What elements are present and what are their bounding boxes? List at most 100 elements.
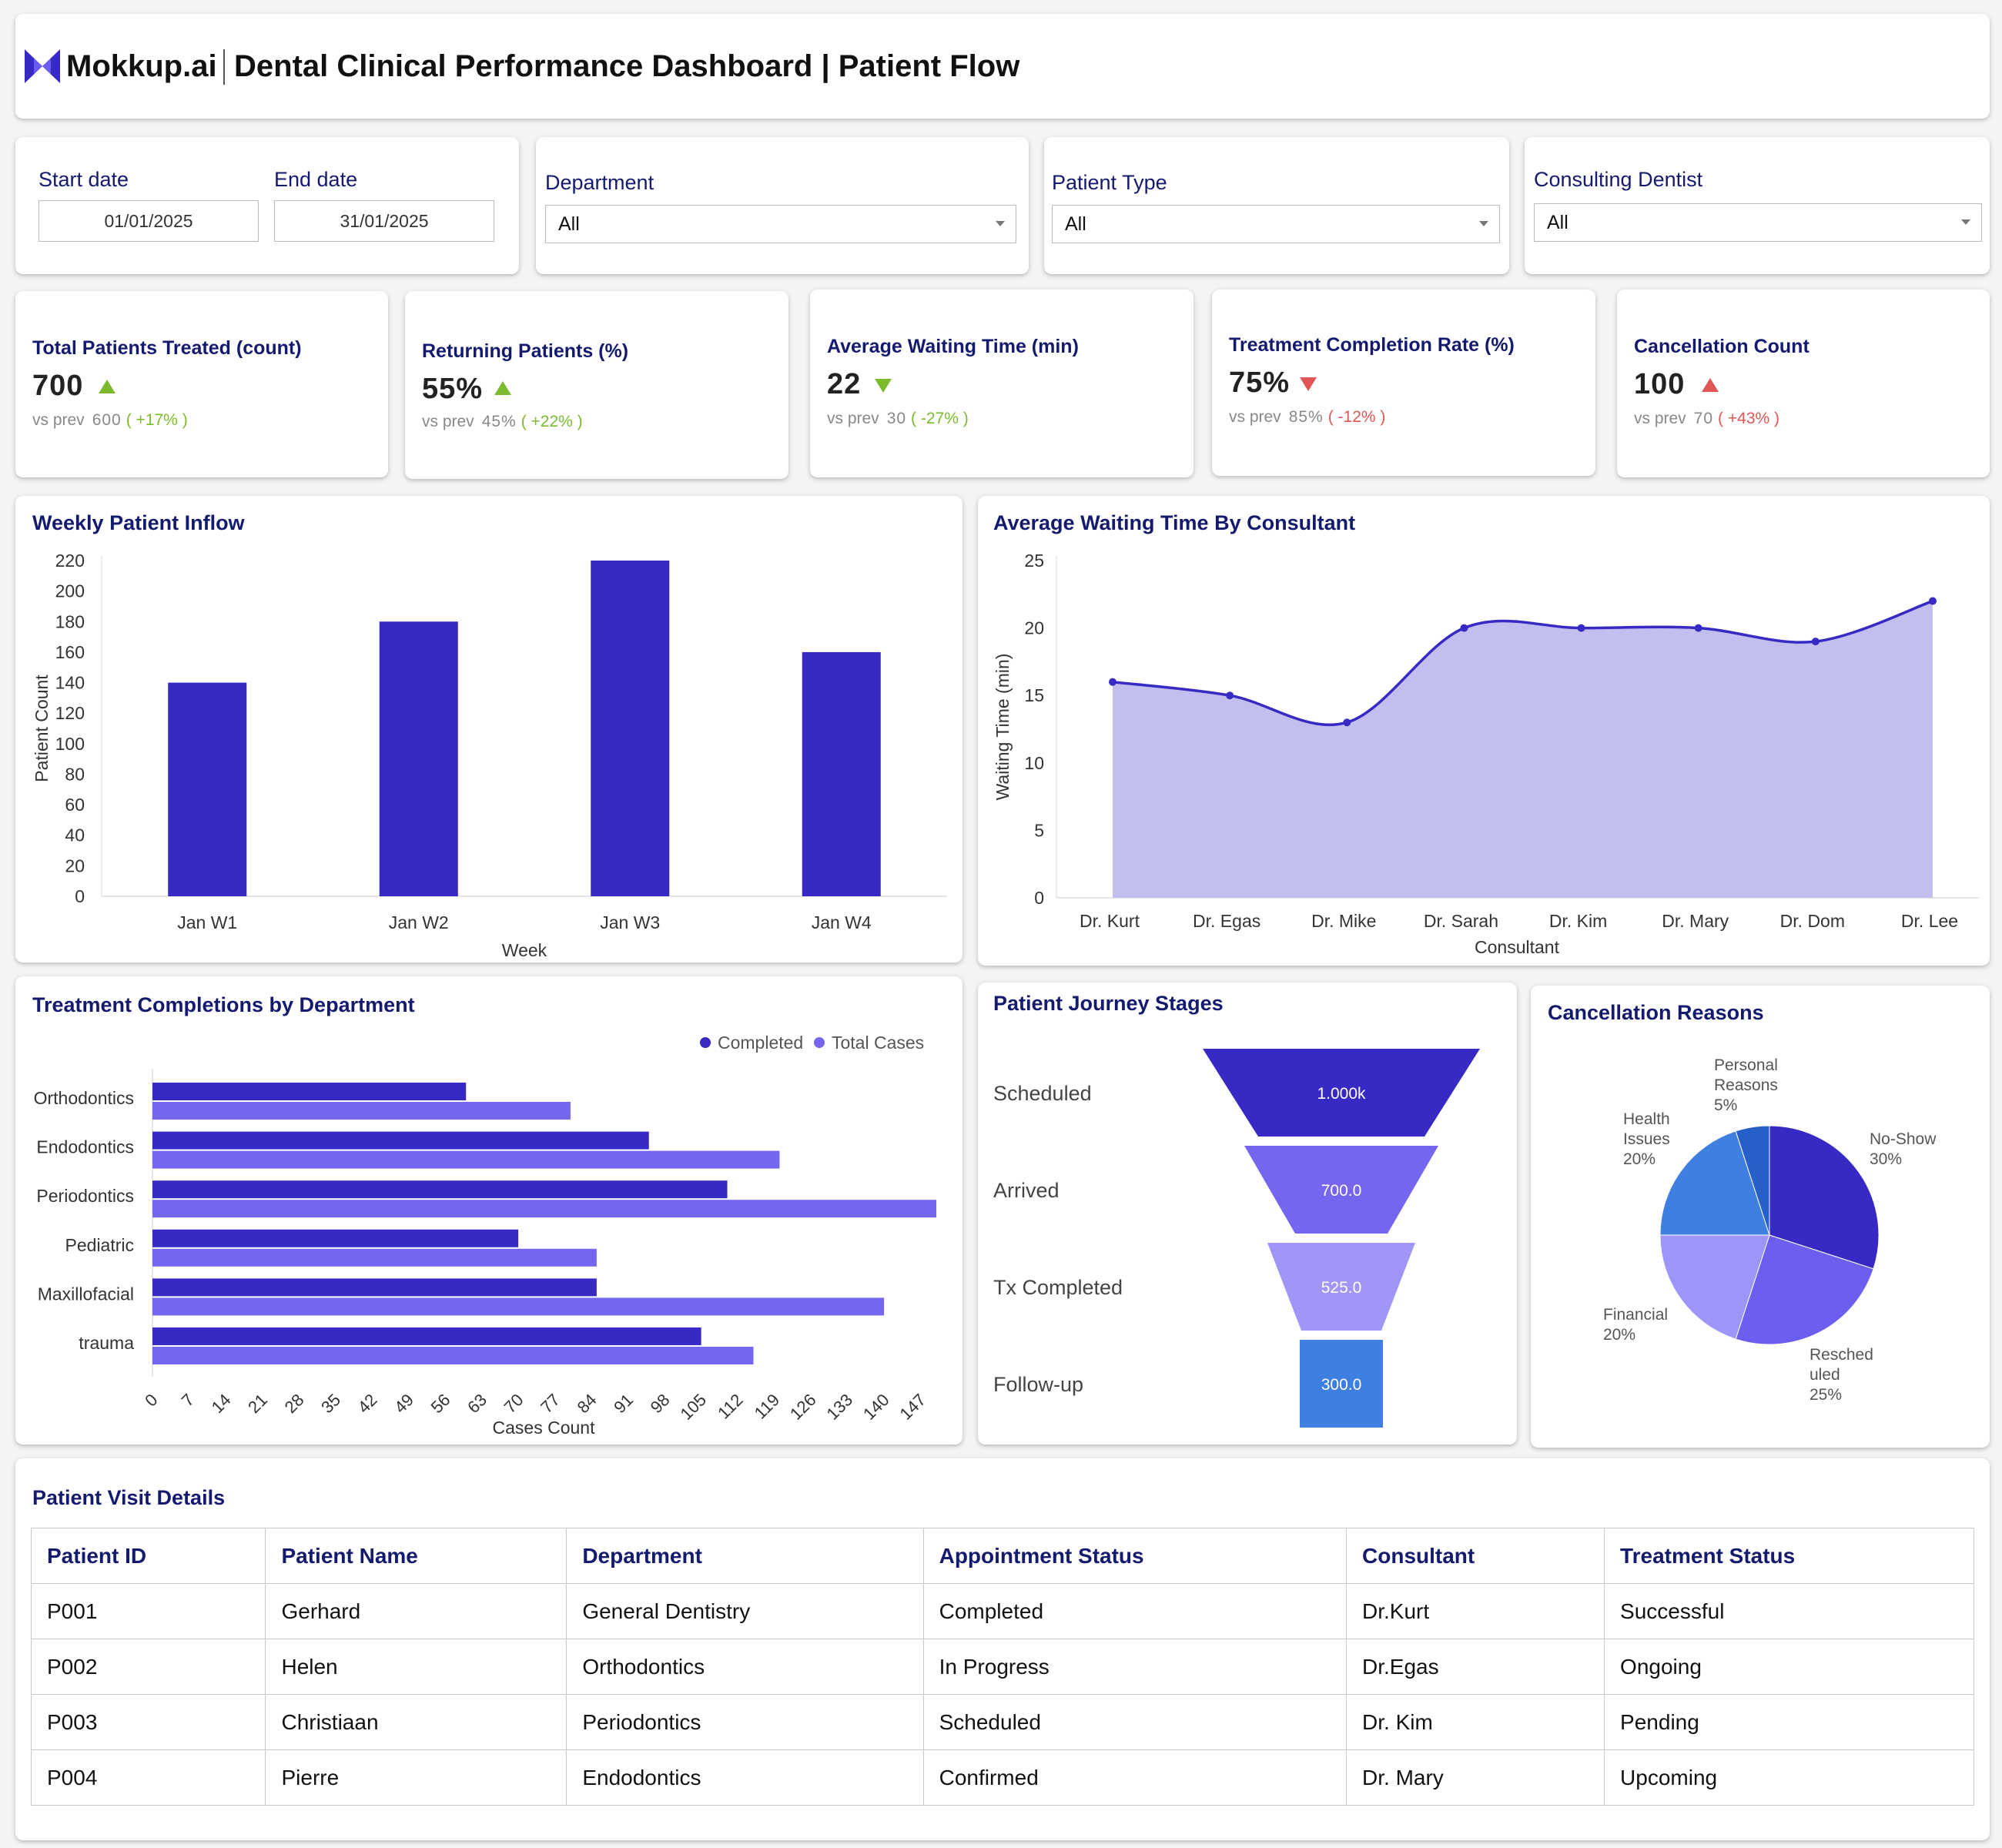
column-header[interactable]: Patient ID xyxy=(30,1528,266,1584)
waiting-time-chart: 0 5 10 15 20 25 Dr. Kurt Dr. Egas Dr. Mike Dr. Sa… xyxy=(993,551,1979,957)
y-tick-label: 0 xyxy=(1034,888,1044,908)
bar-completed xyxy=(152,1327,701,1345)
logo-text: Mokkup.ai xyxy=(66,49,217,83)
chevron-down-icon xyxy=(1479,221,1488,226)
bar-total xyxy=(152,1297,885,1316)
end-date-input[interactable]: 31/01/2025 xyxy=(274,200,494,242)
patient-type-select[interactable]: All xyxy=(1052,205,1500,243)
trend-up-icon xyxy=(1702,378,1719,392)
column-header[interactable]: Treatment Status xyxy=(1604,1528,1974,1584)
weekly-inflow-chart: 0 20 40 60 80 100 120 140 160 180 200 220 Jan W1 Jan … xyxy=(32,551,947,960)
pie-label-personal-reasons: 5% xyxy=(1714,1096,1737,1114)
patient-visit-table: Patient ID Patient Name Department Appoi… xyxy=(30,1528,1974,1806)
table-cell: Orthodontics xyxy=(566,1639,924,1695)
cancellation-reasons-pie: No-Show 30% Resched uled 25% Financial 20% Heal… xyxy=(1603,1056,1937,1404)
kpi-label: Average Waiting Time (min) xyxy=(827,336,1079,357)
kpi-returning-patients: Returning Patients (%) 55% vs prev 45%( +… xyxy=(405,291,788,479)
y-tick-label: 0 xyxy=(75,886,85,906)
x-tick-label: 105 xyxy=(676,1390,710,1424)
department-filter-card: Department All xyxy=(536,137,1029,274)
funnel-value-label: 1.000k xyxy=(1317,1085,1366,1103)
table-header-row: Patient ID Patient Name Department Appoi… xyxy=(30,1528,1974,1584)
table-cell: Confirmed xyxy=(922,1749,1348,1806)
page-title: Dental Clinical Performance Dashboard | … xyxy=(234,49,1020,83)
table-row: P003 Christiaan Periodontics Scheduled D… xyxy=(30,1694,1974,1750)
x-tick-label: 35 xyxy=(317,1390,344,1417)
column-header[interactable]: Department xyxy=(566,1528,924,1584)
table-cell: Dr. Mary xyxy=(1346,1749,1605,1806)
table-cell: P004 xyxy=(30,1749,266,1806)
column-header[interactable]: Consultant xyxy=(1346,1528,1605,1584)
dentist-select[interactable]: All xyxy=(1534,203,1982,242)
department-select[interactable]: All xyxy=(545,205,1016,243)
y-tick-label: Pediatric xyxy=(65,1235,134,1255)
weekly-inflow-card: Weekly Patient Inflow 0 20 40 60 80 100 120 140… xyxy=(15,496,962,962)
pie-label-no-show: 30% xyxy=(1870,1150,1902,1168)
y-tick-label: Orthodontics xyxy=(34,1088,134,1108)
dentist-select-value: All xyxy=(1547,211,1568,233)
pie-label-health-issues: Health xyxy=(1623,1110,1670,1128)
table-cell: Endodontics xyxy=(566,1749,924,1806)
cancellation-reasons-card: Cancellation Reasons No-Show 30% Resched ul… xyxy=(1531,986,1990,1448)
funnel-stage xyxy=(1267,1243,1415,1331)
x-tick-label: Dr. Egas xyxy=(1193,911,1260,931)
x-tick-label: 133 xyxy=(823,1390,857,1424)
data-point xyxy=(1929,597,1937,605)
x-tick-label: 21 xyxy=(244,1390,271,1417)
x-axis-title: Consultant xyxy=(1475,937,1560,957)
table-row: P004 Pierre Endodontics Confirmed Dr. Ma… xyxy=(30,1749,1974,1806)
kpi-value: 55% xyxy=(422,373,484,405)
dentist-filter-label: Consulting Dentist xyxy=(1534,168,1703,191)
x-tick-label: 119 xyxy=(751,1390,783,1422)
legend-marker-completed xyxy=(700,1037,711,1048)
start-date-input[interactable]: 01/01/2025 xyxy=(38,200,259,242)
pie-label-personal-reasons: Personal xyxy=(1714,1056,1778,1074)
table-cell: Dr.Egas xyxy=(1346,1639,1605,1695)
chevron-down-icon xyxy=(1961,219,1970,225)
y-tick-label: Periodontics xyxy=(36,1186,134,1206)
x-tick-label: 14 xyxy=(208,1390,235,1417)
date-filter-card: Start date 01/01/2025 End date 31/01/202… xyxy=(15,137,519,274)
bar-total xyxy=(152,1102,571,1120)
bar-completed xyxy=(152,1083,467,1100)
column-header[interactable]: Patient Name xyxy=(265,1528,567,1584)
area-fill xyxy=(1113,601,1933,898)
table-title: Patient Visit Details xyxy=(32,1486,226,1509)
x-tick-label: 28 xyxy=(281,1390,308,1417)
funnel-stage-label: Arrived xyxy=(993,1179,1060,1202)
data-point xyxy=(1226,691,1234,700)
kpi-comparison: vs prev 70( +43% ) xyxy=(1634,410,1779,427)
table-cell: Upcoming xyxy=(1604,1749,1974,1806)
x-tick-label: 49 xyxy=(390,1390,417,1417)
department-select-value: All xyxy=(558,213,580,235)
kpi-value: 22 xyxy=(827,368,862,400)
waiting-time-card: Average Waiting Time By Consultant 0 5 10 1… xyxy=(978,496,1990,966)
y-axis-title: Patient Count xyxy=(32,675,52,782)
kpi-value: 700 xyxy=(32,370,84,402)
x-tick-label: 84 xyxy=(574,1390,601,1417)
dentist-filter-card: Consulting Dentist All xyxy=(1525,137,1990,274)
pie-label-health-issues: Issues xyxy=(1623,1130,1670,1148)
bar xyxy=(802,651,881,896)
mokkup-logo-icon xyxy=(25,49,60,83)
funnel-value-label: 300.0 xyxy=(1321,1376,1362,1394)
table-cell: P002 xyxy=(30,1639,266,1695)
x-tick-label: Dr. Kurt xyxy=(1080,911,1140,931)
x-tick-label: 77 xyxy=(537,1390,564,1417)
kpi-average-waiting-time: Average Waiting Time (min) 22 vs prev 30(… xyxy=(810,290,1194,477)
chart-title: Treatment Completions by Department xyxy=(32,993,415,1016)
table-row: P001 Gerhard General Dentistry Completed… xyxy=(30,1583,1974,1639)
chart-title: Average Waiting Time By Consultant xyxy=(993,511,1356,534)
x-tick-label: Jan W2 xyxy=(389,912,449,932)
kpi-label: Returning Patients (%) xyxy=(422,340,629,362)
data-point xyxy=(1460,624,1468,632)
bar xyxy=(379,621,458,896)
column-header[interactable]: Appointment Status xyxy=(922,1528,1348,1584)
pie-label-rescheduled: Resched xyxy=(1810,1346,1873,1364)
x-tick-label: Dr. Mary xyxy=(1662,911,1729,931)
x-tick-label: 140 xyxy=(859,1390,893,1424)
y-tick-label: 20 xyxy=(65,855,85,875)
y-tick-label: Endodontics xyxy=(36,1137,134,1157)
treatment-completions-card: Treatment Completions by Department Comp… xyxy=(15,976,962,1445)
trend-down-icon xyxy=(875,379,892,393)
